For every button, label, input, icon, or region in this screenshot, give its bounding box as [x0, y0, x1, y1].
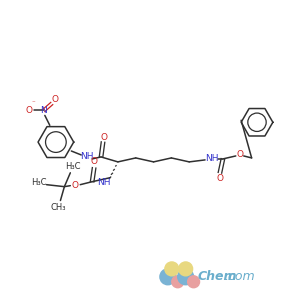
- Circle shape: [172, 276, 184, 288]
- Text: O: O: [72, 181, 79, 190]
- Circle shape: [179, 262, 193, 276]
- Text: O: O: [26, 106, 32, 115]
- Text: CH₃: CH₃: [51, 203, 66, 212]
- Text: Chem: Chem: [198, 270, 237, 283]
- Text: H₃C: H₃C: [66, 162, 81, 171]
- Text: O: O: [51, 95, 58, 104]
- Text: NH: NH: [80, 152, 94, 161]
- Text: NH: NH: [97, 178, 111, 187]
- Text: .com: .com: [224, 270, 255, 283]
- Text: O: O: [91, 158, 98, 166]
- Text: O: O: [216, 174, 224, 183]
- Text: H₃C: H₃C: [31, 178, 46, 187]
- Text: N: N: [40, 106, 47, 115]
- Circle shape: [165, 262, 179, 276]
- Text: ⁻: ⁻: [32, 100, 36, 106]
- Circle shape: [188, 276, 200, 288]
- Circle shape: [178, 269, 194, 285]
- Circle shape: [160, 269, 176, 285]
- Text: O: O: [236, 151, 243, 160]
- Text: O: O: [100, 133, 107, 142]
- Text: NH: NH: [205, 154, 219, 164]
